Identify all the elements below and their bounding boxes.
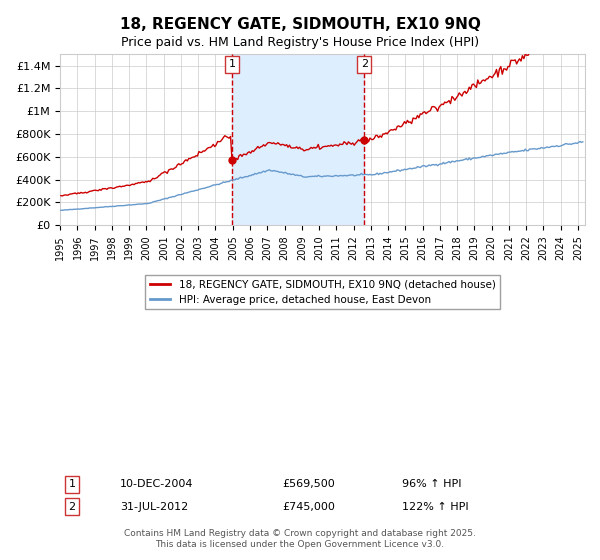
Text: 18, REGENCY GATE, SIDMOUTH, EX10 9NQ: 18, REGENCY GATE, SIDMOUTH, EX10 9NQ xyxy=(119,17,481,32)
Legend: 18, REGENCY GATE, SIDMOUTH, EX10 9NQ (detached house), HPI: Average price, detac: 18, REGENCY GATE, SIDMOUTH, EX10 9NQ (de… xyxy=(145,276,500,309)
Text: 96% ↑ HPI: 96% ↑ HPI xyxy=(402,479,461,489)
Text: 31-JUL-2012: 31-JUL-2012 xyxy=(120,502,188,512)
Text: 2: 2 xyxy=(361,59,368,69)
Bar xyxy=(232,54,364,225)
Text: Price paid vs. HM Land Registry's House Price Index (HPI): Price paid vs. HM Land Registry's House … xyxy=(121,36,479,49)
Text: £745,000: £745,000 xyxy=(282,502,335,512)
Text: 122% ↑ HPI: 122% ↑ HPI xyxy=(402,502,469,512)
Text: £569,500: £569,500 xyxy=(282,479,335,489)
Text: Contains HM Land Registry data © Crown copyright and database right 2025.
This d: Contains HM Land Registry data © Crown c… xyxy=(124,529,476,549)
Text: 1: 1 xyxy=(68,479,76,489)
Text: 1: 1 xyxy=(229,59,235,69)
Text: 10-DEC-2004: 10-DEC-2004 xyxy=(120,479,193,489)
Text: 2: 2 xyxy=(68,502,76,512)
